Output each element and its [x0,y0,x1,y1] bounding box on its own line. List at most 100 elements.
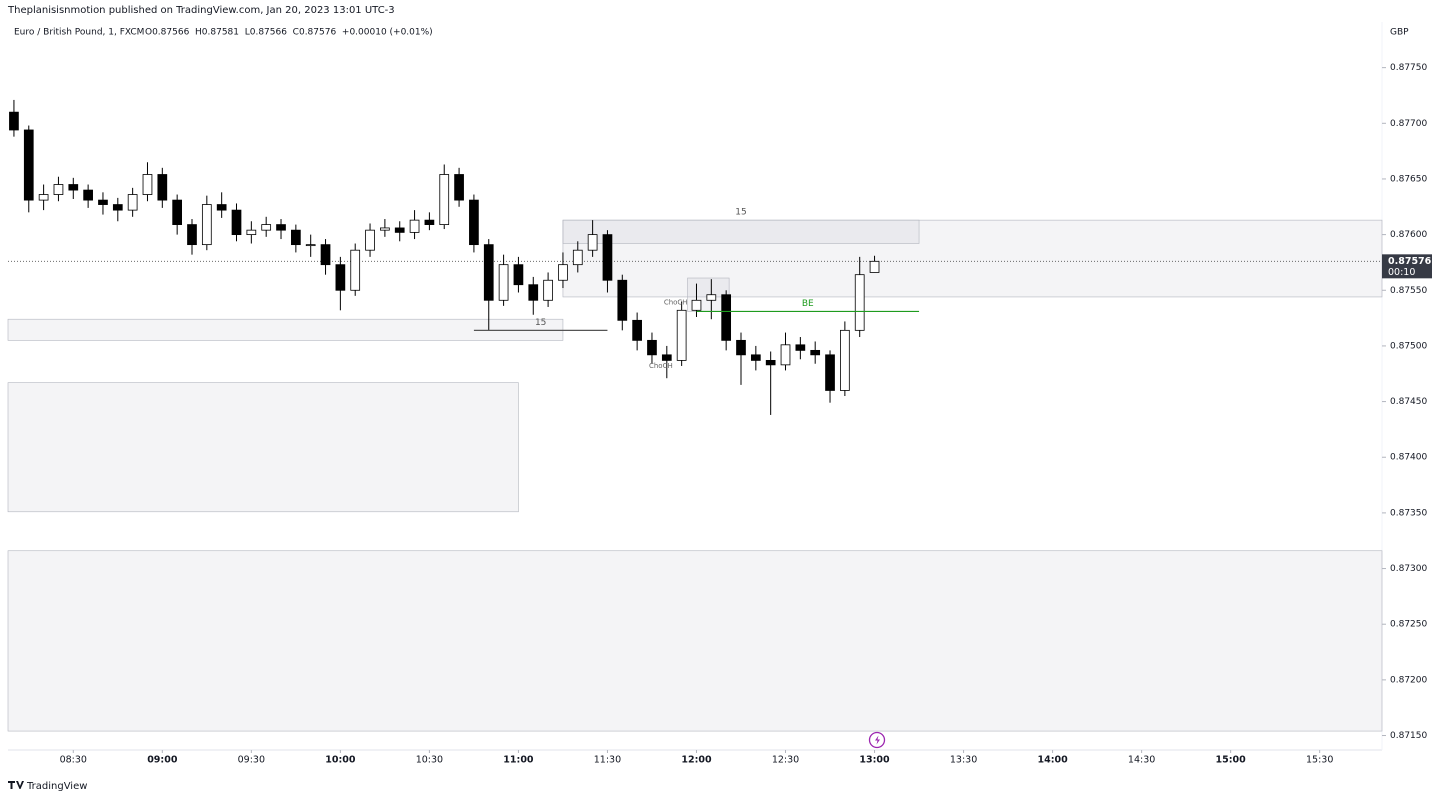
candle-body [291,229,301,246]
candle-body [498,264,509,301]
candle-body [810,349,821,356]
candle-body [558,264,568,281]
candle-body [335,264,346,291]
candle-body [127,194,138,211]
candle-body [454,174,464,201]
x-tick-label: 15:30 [1306,755,1333,766]
candle-body [795,344,806,351]
brand-logo [8,781,24,789]
x-tick-label: 08:30 [60,755,87,766]
x-tick-label: 14:30 [1128,755,1155,766]
candle-body [513,264,524,286]
symbol-title: Euro / British Pound, 1, FXCM [14,28,144,38]
candle-body [172,199,183,225]
zone [7,382,519,513]
candle-body [572,249,583,266]
x-tick-label: 14:00 [1037,755,1068,766]
annotation: ChoCH [649,362,673,370]
currency: GBP [1390,28,1409,38]
y-tick-label: 0.87450 [1390,397,1427,407]
y-tick-label: 0.87150 [1390,731,1427,741]
x-tick-label: 09:30 [238,755,265,766]
candle-body [676,309,687,361]
candle-body [53,184,64,195]
candle-body [825,354,835,391]
candle-body [840,329,850,391]
candle-body [23,129,34,201]
x-tick-label: 13:30 [950,755,977,766]
x-tick-label: 15:00 [1216,755,1247,766]
zone [7,550,1383,732]
candle-body [706,294,717,301]
candle-body [632,319,642,341]
candle-body [68,184,79,191]
candle-body [869,260,880,273]
candle-body [394,227,405,233]
x-tick-label: 09:00 [147,755,178,766]
y-tick-label: 0.87700 [1390,119,1427,129]
y-tick-label: 0.87250 [1390,620,1427,630]
y-tick-label: 0.87350 [1390,508,1427,518]
level-label: 15 [535,318,546,328]
candle-body [216,204,227,211]
attribution: Theplanisisnmotion published on TradingV… [8,5,395,16]
annotation: ChoCH [664,299,688,307]
zone-label: 15 [735,208,746,218]
candle-body [721,294,732,341]
x-tick-label: 11:00 [503,755,534,766]
x-tick-label: 10:30 [416,755,443,766]
candle-body [409,219,420,233]
y-tick-label: 0.87550 [1390,286,1427,296]
candle-body [765,359,776,366]
candle-body [305,244,316,247]
candle-body [691,299,702,311]
candle-body [854,274,865,331]
candle-body [469,199,479,246]
candle-body [543,279,553,301]
candle-body [750,354,761,361]
candle-body [231,209,242,236]
y-tick-label: 0.87650 [1390,174,1427,184]
candle-body [157,174,168,201]
candle-body [736,339,746,356]
x-tick-label: 12:00 [681,755,712,766]
ohlc-quote: O0.87566 H0.87581 L0.87566 C0.87576 +0.0… [145,28,433,38]
candle-body [261,224,272,231]
candle-body [587,234,598,251]
y-tick-label: 0.87300 [1390,564,1427,574]
candle-body [602,234,613,281]
y-tick-label: 0.87500 [1390,341,1427,351]
candle-body [276,224,286,231]
candle-body [38,194,49,201]
last-price-label: 0.87576 [1388,256,1432,267]
candle-body [187,224,197,246]
candle-body [98,199,108,205]
brand: TradingView [26,781,87,792]
candle-body [201,204,212,246]
alert-icon[interactable] [868,731,886,749]
x-tick-label: 13:00 [859,755,890,766]
candle-body [246,229,257,236]
x-tick-label: 11:30 [594,755,621,766]
candle-body [661,354,672,361]
zone [562,219,1383,298]
y-tick-label: 0.87400 [1390,453,1427,463]
y-tick-label: 0.87200 [1390,675,1427,685]
candle-body [647,339,657,356]
level-label: BE [802,299,814,309]
candle-body [112,204,123,211]
y-tick-label: 0.87750 [1390,63,1427,73]
candle-body [9,111,19,131]
y-tick-label: 0.87600 [1390,230,1427,240]
candle-body [365,229,375,251]
candle-body [424,219,435,225]
countdown: 00:10 [1388,267,1415,278]
candle-body [320,244,331,266]
candle-body [439,174,450,225]
x-tick-label: 10:00 [325,755,356,766]
candle-body [528,284,539,301]
last-price-tag [1382,254,1432,279]
candle-body [483,244,494,301]
